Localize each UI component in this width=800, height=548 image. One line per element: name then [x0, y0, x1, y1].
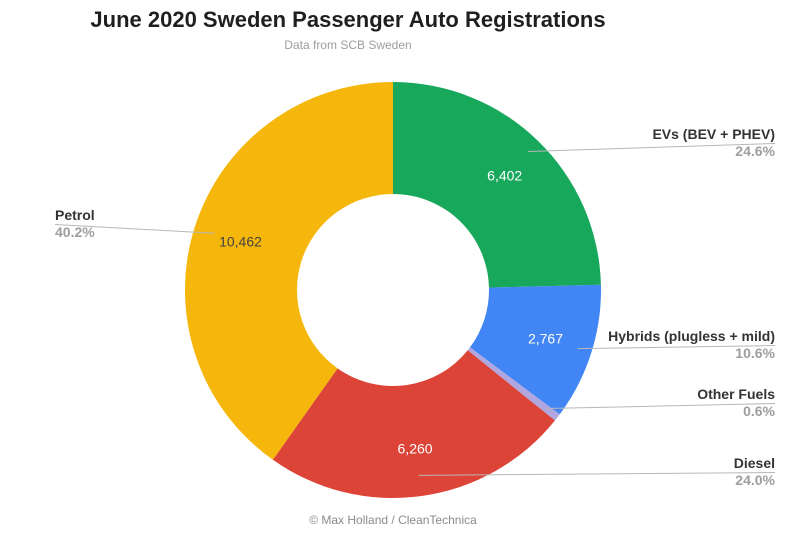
callout-pct: 10.6%: [735, 345, 775, 361]
callout-pct: 24.0%: [735, 472, 775, 488]
slice-value-petrol: 10,462: [219, 234, 262, 250]
callout-label: Diesel: [733, 455, 775, 471]
callout-petrol: Petrol 40.2%: [55, 207, 95, 241]
callout-line-evs-bev-phev: [528, 143, 776, 153]
callout-line-diesel: [418, 472, 776, 476]
donut-slice-diesel: [272, 350, 555, 498]
chart-subtitle: Data from SCB Sweden: [284, 38, 412, 52]
donut-slice-petrol: [184, 82, 393, 460]
slice-value-diesel: 6,260: [398, 440, 433, 456]
callout-hybrids: Hybrids (plugless + mild) 10.6%: [608, 328, 775, 362]
callout-pct: 0.6%: [743, 403, 775, 419]
callout-label: Other Fuels: [697, 386, 775, 402]
callout-line-hybrids-plugless-mild: [577, 345, 776, 350]
slice-value-hybrids-plugless-mild: 2,767: [528, 330, 563, 346]
callout-evs: EVs (BEV + PHEV) 24.6%: [652, 126, 775, 160]
donut-slice-hybrids-plugless-mild: [469, 284, 601, 415]
callout-pct: 40.2%: [55, 224, 95, 240]
page-title: June 2020 Sweden Passenger Auto Registra…: [90, 7, 606, 32]
donut-slice-other-fuels: [467, 347, 560, 421]
footer-credit: © Max Holland / CleanTechnica: [309, 513, 477, 527]
callout-other-fuels: Other Fuels 0.6%: [697, 386, 775, 420]
callout-line-petrol: [54, 224, 215, 234]
callout-diesel: Diesel 24.0%: [734, 455, 775, 489]
callout-label: Hybrids (plugless + mild): [608, 328, 775, 344]
callout-pct: 24.6%: [735, 143, 775, 159]
callout-line-other-fuels: [545, 403, 776, 410]
callout-label: EVs (BEV + PHEV): [652, 126, 775, 142]
callout-label: Petrol: [55, 207, 95, 223]
donut-slice-evs-bev-phev: [393, 82, 601, 288]
slice-value-evs-bev-phev: 6,402: [487, 167, 522, 183]
